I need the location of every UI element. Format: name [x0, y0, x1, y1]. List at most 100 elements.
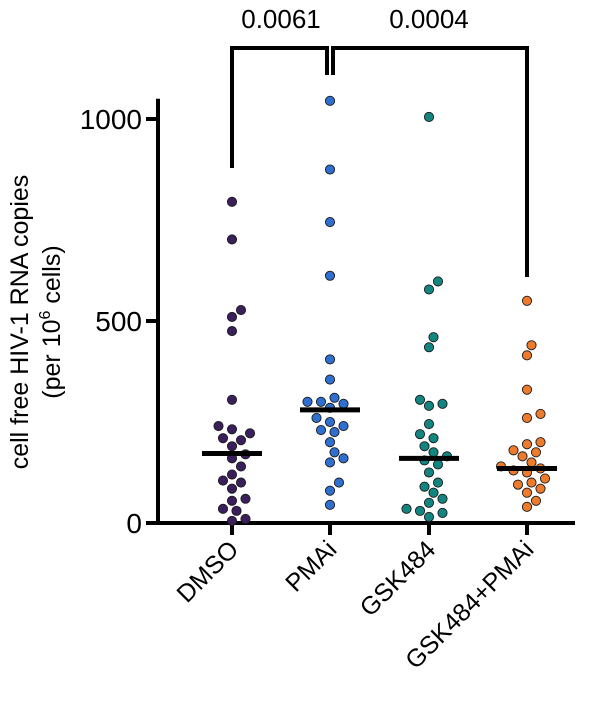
- p-value-label: 0.0004: [389, 4, 469, 34]
- y-tick-label: 1000: [80, 104, 142, 135]
- data-point: [521, 501, 533, 512]
- data-point: [508, 445, 519, 456]
- data-point: [226, 495, 238, 506]
- data-point: [432, 459, 444, 470]
- data-point: [324, 164, 336, 175]
- data-point: [428, 447, 439, 458]
- data-point: [419, 481, 430, 492]
- data-point: [324, 437, 336, 448]
- data-point: [244, 428, 256, 439]
- data-point: [437, 507, 448, 518]
- data-point: [226, 515, 238, 527]
- data-point: [329, 392, 340, 403]
- data-point: [521, 295, 533, 306]
- data-point: [423, 418, 435, 430]
- data-point: [324, 95, 336, 106]
- data-point: [324, 485, 336, 496]
- data-point: [530, 495, 542, 506]
- data-point: [226, 441, 238, 452]
- y-axis-label-line1: cell free HIV-1 RNA copies: [6, 175, 34, 470]
- data-point: [240, 513, 251, 525]
- data-point: [235, 305, 247, 316]
- bracket-pmai-gsk484pmai: [331, 46, 529, 277]
- data-point: [521, 412, 533, 424]
- data-point: [333, 477, 345, 488]
- data-point: [338, 398, 349, 409]
- y-axis-label-line2: (per 106 cells): [37, 245, 66, 398]
- data-point: [414, 505, 426, 516]
- y-axis-label-prefix: (per 10: [38, 319, 66, 398]
- data-point: [302, 396, 313, 407]
- data-point: [535, 437, 546, 448]
- data-point: [428, 487, 439, 498]
- data-point: [235, 461, 247, 472]
- data-point: [329, 427, 340, 438]
- significance-brackets: 0.0061 0.0004: [230, 4, 529, 277]
- data-points: [213, 95, 551, 527]
- data-point: [226, 483, 238, 494]
- data-point: [217, 503, 229, 514]
- data-point: [428, 332, 439, 343]
- data-point: [324, 374, 336, 385]
- data-point: [521, 439, 533, 450]
- data-point: [324, 270, 336, 281]
- data-point: [521, 384, 533, 395]
- data-point: [423, 497, 435, 508]
- data-point: [423, 284, 435, 295]
- data-point: [240, 493, 251, 504]
- data-point: [324, 416, 336, 428]
- y-axis-label-superscript: 6: [37, 310, 54, 319]
- data-point: [235, 435, 247, 446]
- y-axis-label-suffix: cells): [38, 245, 66, 310]
- y-tick-label: 500: [95, 306, 142, 337]
- data-point: [324, 354, 336, 365]
- data-point: [521, 350, 533, 361]
- data-point: [226, 234, 238, 245]
- bracket-dmso-pmai: [230, 46, 329, 168]
- y-axis: 0 500 1000: [80, 98, 160, 539]
- data-point: [338, 420, 349, 432]
- data-point: [423, 511, 435, 522]
- data-point: [226, 424, 238, 435]
- data-point: [231, 505, 242, 516]
- data-point: [315, 425, 327, 436]
- data-point: [324, 216, 336, 228]
- data-point: [217, 475, 229, 486]
- data-point: [423, 111, 435, 123]
- data-point: [437, 398, 448, 409]
- data-point: [535, 408, 546, 419]
- data-point: [311, 412, 322, 424]
- p-value-label: 0.0061: [241, 4, 321, 34]
- data-point: [530, 447, 542, 458]
- data-point: [423, 342, 435, 353]
- data-point: [437, 493, 448, 504]
- data-point: [526, 477, 537, 488]
- x-tick-label: PMAi: [280, 535, 342, 597]
- data-point: [512, 479, 524, 490]
- data-point: [526, 457, 537, 468]
- x-tick-label: DMSO: [171, 535, 244, 608]
- data-point: [526, 340, 537, 351]
- data-point: [226, 196, 238, 207]
- data-point: [432, 276, 444, 287]
- data-point: [315, 396, 327, 407]
- data-point: [432, 477, 444, 488]
- data-point: [401, 503, 412, 514]
- data-point: [423, 400, 435, 411]
- data-point: [414, 429, 426, 440]
- data-point: [414, 394, 426, 405]
- data-point: [226, 326, 238, 337]
- data-point: [235, 477, 247, 488]
- x-tick-label: GSK484: [355, 535, 442, 622]
- data-point: [324, 499, 336, 510]
- y-tick-label: 0: [126, 508, 142, 539]
- data-point: [428, 433, 439, 444]
- data-point: [539, 473, 551, 484]
- data-point: [329, 447, 340, 458]
- median-lines: [202, 407, 557, 471]
- data-point: [521, 487, 533, 498]
- data-point: [226, 311, 238, 323]
- data-point: [517, 451, 528, 462]
- data-point: [217, 433, 229, 444]
